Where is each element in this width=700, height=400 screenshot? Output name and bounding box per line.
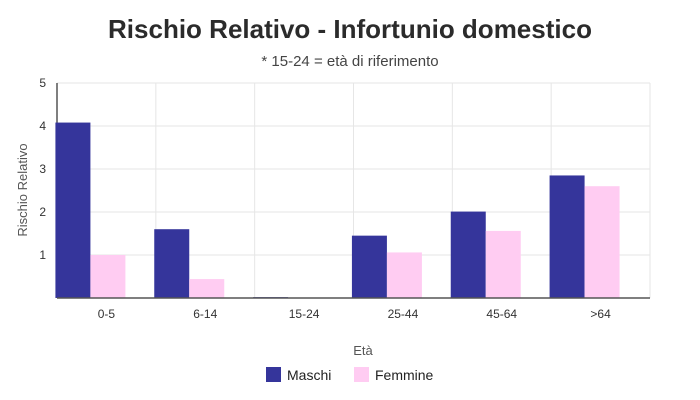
x-tick-label: 45-64	[486, 307, 517, 321]
legend-swatch	[354, 367, 369, 382]
legend-label: Femmine	[375, 367, 434, 383]
bar-maschi	[450, 211, 486, 298]
y-tick-label: 2	[39, 205, 46, 219]
bar-maschi	[55, 122, 91, 298]
x-tick-label: 6-14	[193, 307, 217, 321]
bar-femmine	[584, 186, 620, 298]
legend: Maschi Femmine	[266, 367, 434, 383]
chart-title: Rischio Relativo - Infortunio domestico	[108, 14, 592, 44]
bar-maschi	[154, 229, 190, 298]
x-axis-ticks: 0-5 6-14 15-24 25-44 45-64 >64	[98, 307, 611, 321]
x-tick-label: 0-5	[98, 307, 116, 321]
legend-swatch	[266, 367, 281, 382]
y-axis-label: Rischio Relativo	[15, 143, 30, 236]
bar-maschi	[351, 235, 387, 298]
bar-femmine	[386, 252, 422, 298]
y-axis-ticks: 5 4 3 2 1	[39, 76, 46, 262]
y-tick-label: 4	[39, 119, 46, 133]
bar-femmine	[90, 255, 126, 298]
y-tick-label: 5	[39, 76, 46, 90]
y-tick-label: 1	[39, 248, 46, 262]
x-tick-label: >64	[590, 307, 611, 321]
bars	[55, 122, 620, 298]
legend-label: Maschi	[287, 367, 331, 383]
bar-maschi	[549, 175, 585, 298]
chart-subtitle: * 15-24 = età di riferimento	[261, 53, 438, 70]
x-tick-label: 25-44	[388, 307, 419, 321]
y-tick-label: 3	[39, 162, 46, 176]
bar-femmine	[485, 230, 521, 298]
x-tick-label: 15-24	[289, 307, 320, 321]
bar-femmine	[189, 279, 225, 298]
x-axis-label: Età	[353, 343, 373, 358]
